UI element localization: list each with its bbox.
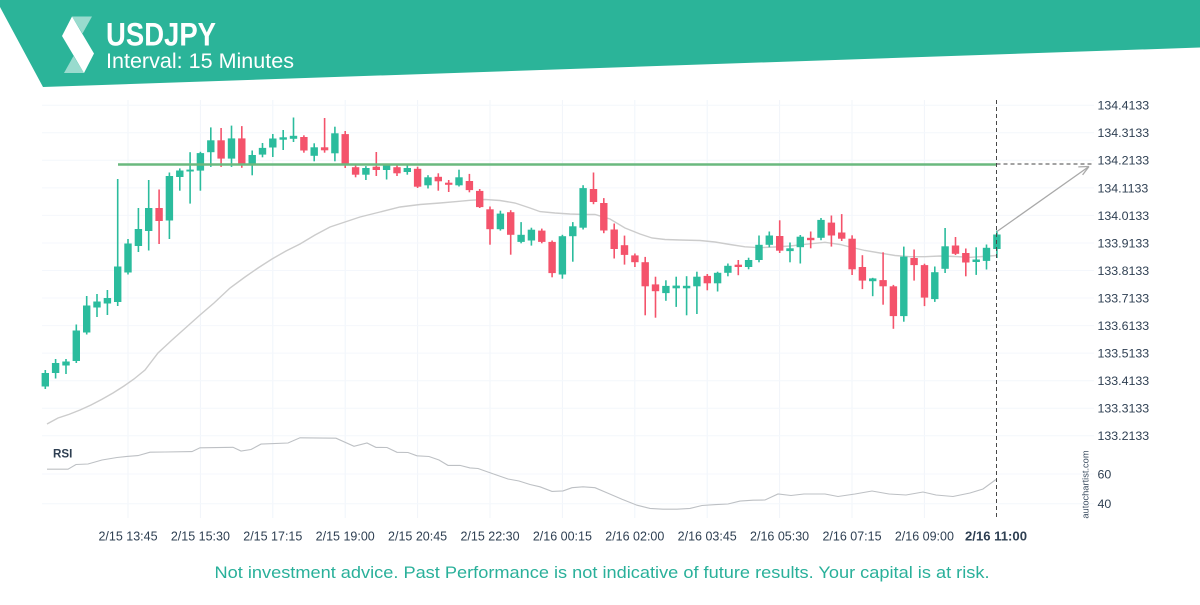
- svg-text:2/16 00:15: 2/16 00:15: [533, 530, 592, 544]
- svg-text:Interval: 15 Minutes: Interval: 15 Minutes: [106, 49, 294, 73]
- svg-text:2/15 22:30: 2/15 22:30: [460, 530, 519, 544]
- svg-text:133.3133: 133.3133: [1098, 402, 1150, 416]
- svg-text:2/16 07:15: 2/16 07:15: [822, 530, 881, 544]
- svg-text:USDJPY: USDJPY: [106, 16, 216, 52]
- svg-text:2/15 17:15: 2/15 17:15: [243, 530, 302, 544]
- svg-text:2/15 19:00: 2/15 19:00: [316, 530, 375, 544]
- svg-text:133.7133: 133.7133: [1098, 291, 1150, 305]
- svg-text:2/16 03:45: 2/16 03:45: [678, 530, 737, 544]
- svg-text:134.2133: 134.2133: [1098, 154, 1150, 168]
- svg-text:2/15 15:30: 2/15 15:30: [171, 530, 230, 544]
- svg-text:133.5133: 133.5133: [1098, 347, 1150, 361]
- svg-text:2/15 20:45: 2/15 20:45: [388, 530, 447, 544]
- svg-text:autochartist.com: autochartist.com: [1081, 450, 1091, 518]
- svg-text:133.4133: 133.4133: [1098, 374, 1150, 388]
- svg-text:133.2133: 133.2133: [1098, 429, 1150, 443]
- svg-text:40: 40: [1098, 497, 1112, 511]
- svg-text:134.0133: 134.0133: [1098, 209, 1150, 223]
- svg-text:134.4133: 134.4133: [1098, 99, 1150, 113]
- svg-text:RSI: RSI: [53, 447, 72, 460]
- svg-text:2/15 13:45: 2/15 13:45: [98, 530, 157, 544]
- svg-text:2/16 05:30: 2/16 05:30: [750, 530, 809, 544]
- svg-text:133.9133: 133.9133: [1098, 236, 1150, 250]
- svg-text:134.1133: 134.1133: [1098, 181, 1149, 195]
- svg-text:134.3133: 134.3133: [1098, 126, 1150, 140]
- svg-text:133.6133: 133.6133: [1098, 319, 1150, 333]
- svg-text:2/16 09:00: 2/16 09:00: [895, 530, 954, 544]
- svg-text:Not investment advice. Past Pe: Not investment advice. Past Performance …: [215, 564, 990, 582]
- svg-text:60: 60: [1098, 467, 1112, 481]
- svg-text:133.8133: 133.8133: [1098, 264, 1150, 278]
- svg-text:2/16 02:00: 2/16 02:00: [605, 530, 664, 544]
- svg-text:2/16 11:00: 2/16 11:00: [965, 529, 1027, 544]
